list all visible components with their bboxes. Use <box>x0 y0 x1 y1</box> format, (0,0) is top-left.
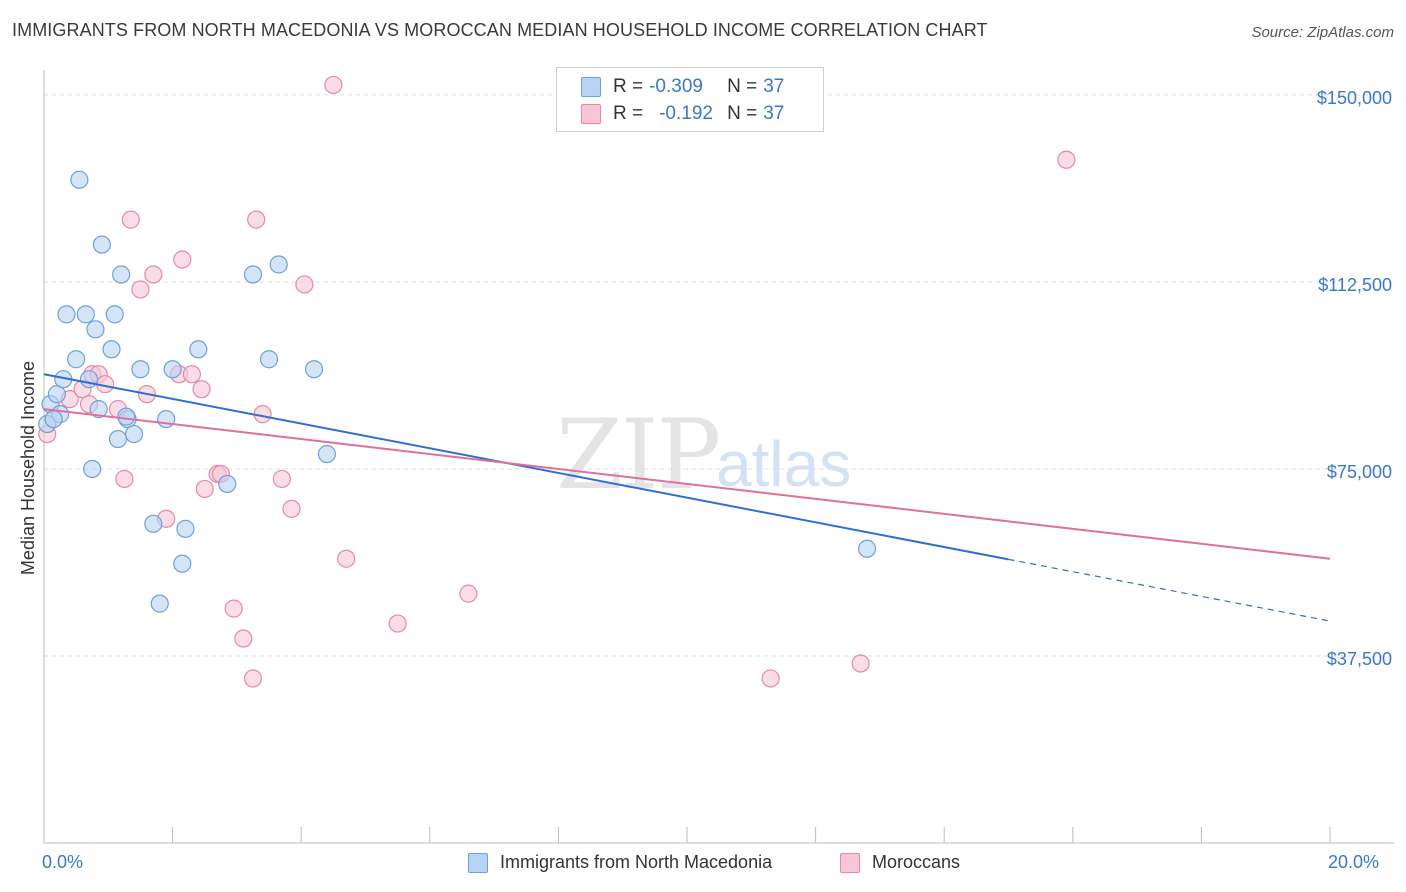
macedonia-point <box>173 554 192 573</box>
macedonia-point <box>44 409 63 429</box>
moroccan-point <box>1057 150 1076 169</box>
legend-item-moroccans[interactable]: Moroccans <box>840 852 960 873</box>
moroccan-point <box>234 629 253 648</box>
macedonia-point <box>157 409 176 429</box>
legend-swatch-pink <box>840 852 860 873</box>
macedonia-point <box>92 235 111 254</box>
n-label: N = <box>727 76 758 97</box>
macedonia-point <box>105 305 124 324</box>
macedonia-point <box>76 305 95 324</box>
y-tick-label: $75,000 <box>1327 462 1392 482</box>
macedonia-point <box>47 385 66 404</box>
legend-label-moroccans: Moroccans <box>872 852 961 872</box>
legend-label-macedonia: Immigrants from North Macedonia <box>500 852 773 872</box>
moroccan-point <box>192 380 211 399</box>
series-legend: Immigrants from North Macedonia Moroccan… <box>0 852 1406 876</box>
moroccan-point <box>131 280 150 299</box>
correlation-legend: R = -0.309 N = 37 R = -0.192 N = 37 <box>556 67 824 132</box>
legend-row-macedonia: R = -0.309 N = 37 <box>581 75 784 99</box>
legend-item-macedonia[interactable]: Immigrants from North Macedonia <box>468 852 772 873</box>
macedonia-point <box>83 459 102 479</box>
macedonia-point <box>163 360 182 379</box>
moroccan-point <box>182 365 201 384</box>
data-points <box>38 75 1076 688</box>
x-tick-label-min: 0.0% <box>42 852 84 872</box>
macedonia-point <box>57 305 76 324</box>
macedonia-point <box>89 400 108 419</box>
n-value: 37 <box>763 76 785 97</box>
watermark-zip: ZIP <box>556 399 719 511</box>
moroccan-point <box>121 210 140 229</box>
legend-swatch-pink <box>581 104 601 124</box>
moroccan-point <box>324 75 343 95</box>
moroccan-point <box>851 654 870 673</box>
moroccan-point <box>337 549 356 568</box>
macedonia-point <box>102 340 121 359</box>
y-axis-label: Median Household Income <box>18 361 38 575</box>
macedonia-point <box>259 350 279 369</box>
macedonia-point <box>67 350 86 369</box>
moroccan-point <box>115 469 134 489</box>
moroccan-trendline <box>43 408 1331 560</box>
moroccan-point <box>761 669 780 688</box>
macedonia-point <box>131 360 150 379</box>
legend-swatch-blue <box>468 852 488 873</box>
macedonia-point <box>218 474 237 494</box>
macedonia-point <box>86 320 105 339</box>
axes <box>43 70 1394 844</box>
moroccan-point <box>282 499 301 518</box>
y-tick-labels: $37,500 $75,000 $112,500 $150,000 <box>1317 88 1392 669</box>
macedonia-point <box>70 170 89 189</box>
moroccan-point <box>295 275 314 294</box>
watermark: ZIP atlas <box>556 399 851 511</box>
macedonia-point <box>144 514 163 533</box>
moroccan-point <box>272 469 292 489</box>
moroccan-point <box>224 599 243 618</box>
y-tick-label: $150,000 <box>1317 88 1392 108</box>
r-label: R = <box>613 103 644 124</box>
macedonia-point <box>304 360 324 379</box>
r-value: -0.192 <box>659 103 713 124</box>
trend-lines <box>43 373 1331 622</box>
macedonia-trendline <box>43 373 1009 561</box>
macedonia-point <box>108 429 128 449</box>
r-value: -0.309 <box>649 76 703 97</box>
macedonia-point <box>117 407 136 426</box>
macedonia-point <box>857 539 877 558</box>
macedonia-point <box>79 370 99 389</box>
source-credit: Source: ZipAtlas.com <box>1251 24 1394 41</box>
moroccan-point <box>243 669 263 688</box>
n-value: 37 <box>763 103 785 124</box>
moroccan-point <box>247 210 266 229</box>
macedonia-point <box>176 519 195 538</box>
macedonia-point <box>243 265 263 284</box>
macedonia-point <box>317 444 337 464</box>
r-label: R = <box>613 76 644 97</box>
moroccan-point <box>195 479 214 499</box>
n-label: N = <box>727 103 758 124</box>
chart-title: IMMIGRANTS FROM NORTH MACEDONIA VS MOROC… <box>12 20 988 40</box>
moroccan-point <box>144 265 163 284</box>
macedonia-point <box>112 265 131 284</box>
moroccan-point <box>388 614 407 633</box>
macedonia-point <box>189 340 208 359</box>
legend-swatch-blue <box>581 77 601 97</box>
macedonia-point <box>150 594 169 613</box>
moroccan-point <box>173 250 192 269</box>
y-tick-label: $112,500 <box>1318 275 1392 295</box>
x-tick-label-max: 20.0% <box>1328 852 1380 872</box>
y-tick-label: $37,500 <box>1327 649 1392 669</box>
legend-row-moroccans: R = -0.192 N = 37 <box>581 102 784 126</box>
macedonia-point <box>124 424 144 444</box>
watermark-atlas: atlas <box>716 428 851 500</box>
macedonia-point <box>269 255 288 274</box>
moroccan-point <box>459 584 478 603</box>
grid-lines <box>44 94 1394 657</box>
macedonia-trendline-extension <box>1008 558 1331 622</box>
